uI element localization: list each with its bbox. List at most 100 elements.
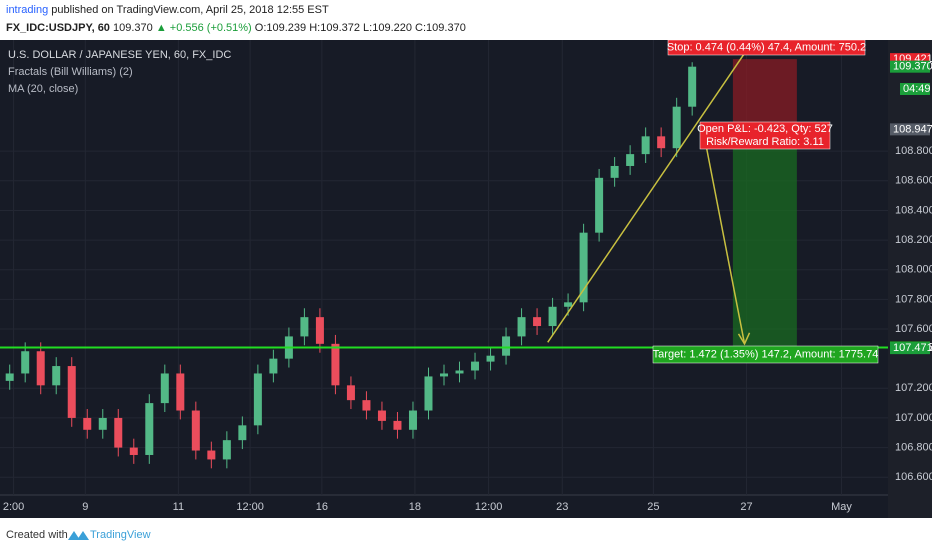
candle-body xyxy=(579,232,588,303)
published: published on TradingView.com, April 25, … xyxy=(51,4,329,16)
candle-body xyxy=(424,376,433,411)
candle-body xyxy=(377,410,386,421)
candle-body xyxy=(52,366,61,386)
candle-body xyxy=(160,373,169,404)
x-tick-label: 11 xyxy=(173,501,184,513)
symbol: FX_IDC:USDJPY, 60 xyxy=(6,22,110,34)
pnl-box xyxy=(699,121,831,150)
change: ▲ +0.556 (+0.51%) xyxy=(156,22,252,34)
target-label: Target: 1.472 (1.35%) 147.2, Amount: 177… xyxy=(653,348,879,360)
open: O:109.239 xyxy=(255,22,306,34)
candle-body xyxy=(21,351,30,374)
footer-created: Created with xyxy=(6,529,68,541)
pnl-label: Open P&L: -0.423, Qty: 527 xyxy=(697,123,833,135)
x-tick-label: May xyxy=(831,501,852,513)
candle-body xyxy=(207,450,216,460)
footer-brand[interactable]: TradingView xyxy=(90,529,151,541)
countdown-tag xyxy=(900,83,930,95)
arrow-head xyxy=(737,332,751,346)
target-label-box xyxy=(652,345,879,364)
candle-body xyxy=(129,447,138,455)
candle-body xyxy=(440,373,448,377)
y-tick-label: 106.600 xyxy=(895,471,932,483)
candle-body xyxy=(67,366,76,418)
candle-body xyxy=(315,317,324,344)
y-tick-label: 108.600 xyxy=(895,175,932,187)
candle-body xyxy=(269,358,278,374)
x-tick-label: 9 xyxy=(82,501,88,513)
author[interactable]: intrading xyxy=(6,4,48,16)
indicator: MA (20, close) xyxy=(8,83,78,95)
high: H:109.372 xyxy=(309,22,360,34)
x-tick-label: 25 xyxy=(647,501,659,513)
candle-body xyxy=(83,417,92,430)
candle-body xyxy=(176,373,185,411)
stop-label: Stop: 0.474 (0.44%) 47.4, Amount: 750.2 xyxy=(667,41,866,53)
x-tick-label: 16 xyxy=(316,501,328,513)
candle-body xyxy=(300,317,309,337)
x-tick-label: 2:00 xyxy=(3,501,24,513)
price-tag xyxy=(890,60,930,73)
x-tick-label: 23 xyxy=(556,501,568,513)
candle-body xyxy=(455,370,464,374)
rr-label: Risk/Reward Ratio: 3.11 xyxy=(706,136,824,148)
logo-icon[interactable] xyxy=(68,531,89,540)
candle-body xyxy=(548,306,557,327)
candle-body xyxy=(595,177,604,233)
price-tag-label: 108.947 xyxy=(893,123,932,135)
candle-body xyxy=(346,385,355,401)
close: C:109.370 xyxy=(415,22,466,34)
x-tick-label: 18 xyxy=(409,501,421,513)
countdown: 04:49 xyxy=(903,83,931,95)
indicator: Fractals (Bill Williams) (2) xyxy=(8,66,133,78)
candle-body xyxy=(533,317,542,327)
x-tick-label: 12:00 xyxy=(236,501,264,513)
y-tick-label: 106.800 xyxy=(895,441,932,453)
tradingview-logo[interactable]: TradingView xyxy=(68,529,151,541)
candle-body xyxy=(253,373,262,426)
candle-body xyxy=(222,440,231,460)
last: 109.370 xyxy=(113,22,153,34)
candle-body xyxy=(36,351,45,386)
y-tick-label: 107.600 xyxy=(895,323,932,335)
candle-body xyxy=(641,136,650,155)
header-line: intrading published on TradingView.com, … xyxy=(6,4,329,16)
target-zone xyxy=(732,129,797,348)
price-tag xyxy=(890,123,930,136)
x-tick-label: 27 xyxy=(740,501,752,513)
quote-line: FX_IDC:USDJPY, 60 109.370 ▲ +0.556 (+0.5… xyxy=(6,22,466,34)
price-tag-label: 107.471 xyxy=(893,342,932,354)
price-tag-label: 109.370 xyxy=(893,61,932,73)
candle-body xyxy=(626,154,635,166)
candle-body xyxy=(610,165,619,178)
candle-body xyxy=(191,410,200,451)
x-tick-label: 12:00 xyxy=(475,501,503,513)
y-tick-label: 108.800 xyxy=(895,145,932,157)
candle-body xyxy=(564,302,573,307)
candle-body xyxy=(362,400,371,411)
trend-line xyxy=(547,52,746,343)
candle-body xyxy=(145,403,154,455)
candle-body xyxy=(502,336,511,356)
arrow xyxy=(705,143,746,344)
plot: 106.600 106.800 107.000 107.200 107.600 107.8… xyxy=(0,39,932,513)
y-tick-label: 107.800 xyxy=(895,293,932,305)
price-tag xyxy=(890,342,930,355)
price-axis xyxy=(888,40,932,518)
chart-title: U.S. DOLLAR / JAPANESE YEN, 60, FX_IDC xyxy=(8,49,231,61)
y-tick-label: 107.000 xyxy=(895,412,932,424)
candle-body xyxy=(486,355,495,362)
candle-body xyxy=(331,343,340,386)
candle-body xyxy=(471,361,480,371)
candle-body xyxy=(393,420,402,430)
y-tick-label: 108.000 xyxy=(895,264,932,276)
low: L:109.220 xyxy=(363,22,412,34)
y-tick-label: 108.400 xyxy=(895,204,932,216)
candle-body xyxy=(238,425,247,441)
candle-body xyxy=(5,373,14,381)
y-tick-label: 108.200 xyxy=(895,234,932,246)
candle-body xyxy=(98,417,107,430)
stop-zone xyxy=(732,59,797,130)
